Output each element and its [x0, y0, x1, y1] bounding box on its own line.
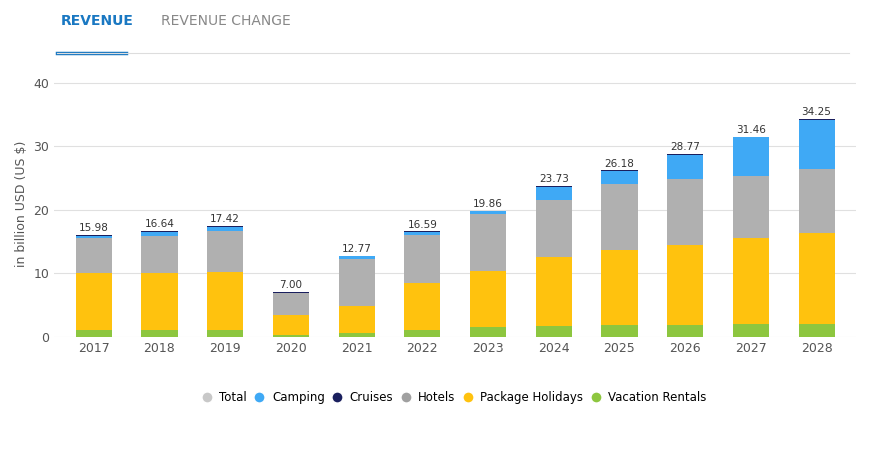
Bar	[141, 330, 178, 337]
Bar	[207, 231, 243, 272]
Bar	[733, 239, 769, 324]
Text: REVENUE CHANGE: REVENUE CHANGE	[161, 14, 291, 28]
Bar	[667, 154, 703, 179]
Bar	[470, 211, 506, 214]
Bar	[667, 245, 703, 325]
Bar	[339, 333, 375, 337]
Bar	[733, 324, 769, 337]
Bar	[339, 259, 375, 306]
Bar	[76, 273, 111, 330]
Text: 17.42: 17.42	[210, 214, 240, 224]
Bar	[404, 231, 441, 232]
Bar	[404, 235, 441, 283]
Bar	[76, 239, 111, 273]
Bar	[470, 271, 506, 327]
Bar	[207, 329, 243, 337]
Bar	[601, 184, 638, 250]
Bar	[339, 256, 375, 259]
Bar	[273, 293, 309, 315]
Bar	[76, 235, 111, 236]
Text: 16.64: 16.64	[145, 219, 174, 229]
Bar	[536, 257, 571, 326]
Text: 28.77: 28.77	[670, 142, 700, 152]
Bar	[799, 170, 834, 233]
Bar	[404, 283, 441, 330]
Text: 31.46: 31.46	[736, 125, 766, 135]
Bar	[207, 226, 243, 227]
Bar	[601, 325, 638, 337]
Bar	[141, 273, 178, 330]
Bar	[404, 232, 441, 235]
Bar	[536, 326, 571, 337]
Bar	[141, 236, 178, 273]
Bar	[76, 330, 111, 337]
Text: 12.77: 12.77	[341, 244, 372, 254]
Bar	[601, 250, 638, 325]
Bar	[799, 120, 834, 170]
Bar	[733, 176, 769, 239]
Bar	[799, 324, 834, 337]
Text: 16.59: 16.59	[408, 219, 437, 229]
Bar	[799, 233, 834, 324]
Bar	[207, 227, 243, 231]
Bar	[273, 335, 309, 337]
Bar	[667, 325, 703, 337]
Text: 15.98: 15.98	[78, 223, 109, 234]
Bar	[733, 137, 769, 138]
Bar	[733, 138, 769, 176]
Bar	[339, 306, 375, 333]
Text: REVENUE: REVENUE	[61, 14, 134, 28]
Bar	[273, 292, 309, 293]
Bar	[667, 179, 703, 245]
Bar	[601, 170, 638, 171]
Legend: Total, Camping, Cruises, Hotels, Package Holidays, Vacation Rentals: Total, Camping, Cruises, Hotels, Package…	[204, 391, 706, 404]
Bar	[536, 200, 571, 257]
Text: 34.25: 34.25	[801, 107, 832, 117]
Y-axis label: in billion USD (US $): in billion USD (US $)	[15, 140, 28, 266]
Bar	[76, 236, 111, 239]
Text: 26.18: 26.18	[604, 159, 634, 169]
Bar	[470, 327, 506, 337]
Bar	[601, 171, 638, 184]
Bar	[141, 231, 178, 232]
Text: 23.73: 23.73	[539, 174, 569, 184]
Bar	[207, 272, 243, 329]
Bar	[404, 330, 441, 337]
Bar	[470, 214, 506, 271]
Bar	[799, 119, 834, 120]
Bar	[141, 232, 178, 236]
Bar	[536, 186, 571, 200]
Text: 7.00: 7.00	[280, 281, 302, 291]
Text: 19.86: 19.86	[473, 199, 503, 209]
Bar	[273, 315, 309, 335]
